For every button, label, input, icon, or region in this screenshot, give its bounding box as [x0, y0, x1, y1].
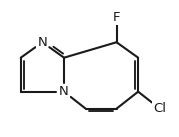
- Text: F: F: [113, 11, 120, 24]
- Text: Cl: Cl: [153, 102, 166, 115]
- Text: N: N: [38, 36, 47, 49]
- Text: N: N: [59, 85, 69, 98]
